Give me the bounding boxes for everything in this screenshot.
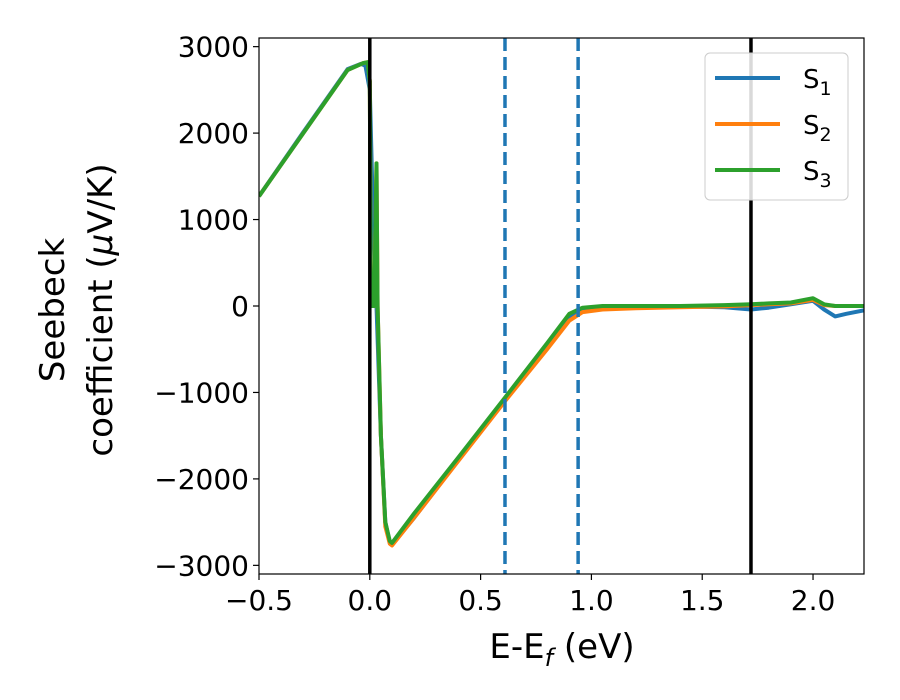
legend-label-s2: S2 — [803, 111, 832, 146]
x-axis-label: E-Ef (eV) — [489, 627, 634, 672]
y-tick-label: 2000 — [178, 117, 249, 150]
y-axis-label-line1: Seebeck — [33, 238, 73, 383]
x-tick-label: 1.0 — [569, 584, 614, 617]
x-tick-label: 0.0 — [348, 584, 393, 617]
x-tick-label: 2.0 — [791, 584, 836, 617]
x-axis-label-unit: (eV) — [553, 627, 635, 667]
legend: S1 S2 S3 — [704, 52, 849, 201]
x-tick-label: −0.5 — [225, 584, 293, 617]
y-tick-label: 0 — [231, 290, 249, 323]
legend-label-s3: S3 — [803, 157, 832, 192]
y-axis-label: Seebeck coefficient (μV/K) — [33, 163, 121, 456]
legend-box — [704, 52, 849, 201]
y-tick-label: −2000 — [154, 463, 249, 496]
y-tick-label: 1000 — [178, 204, 249, 237]
y-axis-label-line2: coefficient (μV/K) — [81, 163, 121, 456]
x-axis: −0.5 0.0 0.5 1.0 1.5 2.0 — [225, 574, 835, 617]
y-tick-label: −1000 — [154, 376, 249, 409]
x-axis-label-main: E-E — [489, 627, 544, 667]
y-tick-label: −3000 — [154, 549, 249, 582]
x-tick-label: 0.5 — [458, 584, 503, 617]
x-tick-label: 1.5 — [680, 584, 725, 617]
y-axis: −3000 −2000 −1000 0 1000 2000 3000 — [154, 31, 259, 582]
y-tick-label: 3000 — [178, 31, 249, 64]
legend-label-s1: S1 — [803, 65, 832, 100]
